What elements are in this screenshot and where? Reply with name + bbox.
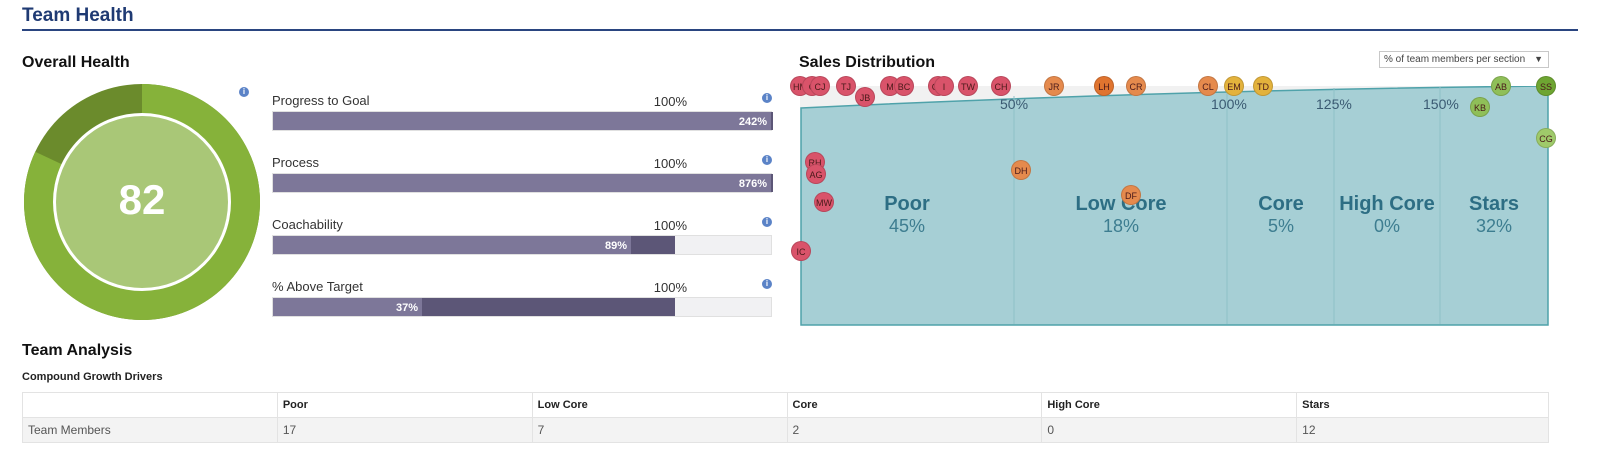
team-analysis-subtitle: Compound Growth Drivers — [22, 371, 163, 383]
team-member-avatar[interactable]: CJ — [810, 76, 830, 96]
team-member-avatar[interactable]: DH — [1011, 160, 1031, 180]
table-cell: 0 — [1041, 417, 1298, 443]
team-member-avatar[interactable]: KB — [1470, 97, 1490, 117]
axis-tick-label: 125% — [1316, 96, 1352, 112]
metric-info-icon[interactable]: i — [762, 155, 772, 165]
section-name: High Core — [1339, 193, 1435, 215]
team-member-avatar[interactable]: MW — [814, 192, 834, 212]
section-percent: 45% — [888, 216, 926, 236]
team-member-avatar[interactable]: LH — [1094, 76, 1114, 96]
table-header-cell: Stars — [1296, 392, 1549, 418]
team-member-avatar[interactable]: CH — [991, 76, 1011, 96]
metric-info-icon[interactable]: i — [762, 93, 772, 103]
axis-tick-label: 100% — [1211, 96, 1247, 112]
team-member-avatar[interactable]: BC — [894, 76, 914, 96]
metric-bar-value: 89% — [604, 240, 627, 252]
metric-label: Progress to Goal — [272, 93, 370, 108]
metric-bar-value: 876% — [738, 178, 767, 190]
table-header-cell: Poor — [276, 392, 533, 418]
chevron-down-icon: ▼ — [1534, 54, 1543, 64]
team-member-avatar[interactable]: CL — [1198, 76, 1218, 96]
metric-bar-value: 37% — [395, 302, 418, 314]
metric-bar: 242% — [272, 111, 773, 131]
axis-tick-label: 50% — [1000, 96, 1029, 112]
table-cell: 2 — [786, 417, 1043, 443]
team-member-avatar[interactable]: IC — [791, 241, 811, 261]
team-member-avatar[interactable]: I — [934, 76, 954, 96]
table-cell: 12 — [1296, 417, 1549, 443]
section-name: Stars — [1468, 193, 1520, 215]
team-member-avatar[interactable]: JR — [1044, 76, 1064, 96]
metric-bar-fill — [273, 298, 422, 316]
section-percent: 0% — [1373, 216, 1400, 236]
team-analysis-title: Team Analysis — [22, 342, 133, 359]
metric-target: 100% — [653, 280, 687, 295]
metric-bar: 89% — [272, 235, 772, 255]
table-header-cell: Core — [786, 392, 1043, 418]
distribution-mode-value: % of team members per section — [1384, 54, 1526, 65]
team-member-avatar[interactable]: AB — [1491, 76, 1511, 96]
sales-distribution-title: Sales Distribution — [799, 54, 936, 71]
title-divider — [22, 29, 1578, 31]
metric-info-icon[interactable]: i — [762, 217, 772, 227]
table-row-label: Team Members — [22, 417, 278, 443]
metric-target: 100% — [653, 218, 687, 233]
team-member-avatar[interactable]: TD — [1253, 76, 1273, 96]
distribution-mode-select[interactable]: % of team members per section ▼ — [1379, 51, 1549, 68]
team-member-avatar[interactable]: CG — [1536, 128, 1556, 148]
metric-label: % Above Target — [272, 279, 363, 294]
metric-label: Process — [272, 155, 319, 170]
section-percent: 32% — [1475, 216, 1513, 236]
metric-bar: 37% — [272, 297, 772, 317]
metric-bar: 876% — [272, 173, 773, 193]
team-member-avatar[interactable]: EM — [1224, 76, 1244, 96]
metric-bar-value: 242% — [738, 116, 767, 128]
section-percent: 5% — [1267, 216, 1294, 236]
team-member-avatar[interactable]: SS — [1536, 76, 1556, 96]
section-name: Core — [1258, 193, 1304, 215]
table-cell: 7 — [531, 417, 788, 443]
metric-target: 100% — [653, 156, 687, 171]
metric-bar-fill — [273, 112, 771, 130]
section-name: Poor — [884, 193, 930, 215]
table-row: Team Members 17 7 2 0 12 — [22, 417, 1549, 443]
overall-health-title: Overall Health — [22, 54, 130, 71]
page-title: Team Health — [22, 5, 134, 26]
team-analysis-table: Poor Low Core Core High Core Stars Team Membe… — [22, 392, 1549, 443]
team-member-avatar[interactable]: AG — [806, 164, 826, 184]
axis-tick-label: 150% — [1423, 96, 1459, 112]
table-header-cell: Low Core — [531, 392, 788, 418]
metric-target: 100% — [653, 94, 687, 109]
overall-health-info-icon[interactable]: i — [239, 87, 249, 97]
metric-bar-fill — [273, 236, 631, 254]
table-cell: 17 — [276, 417, 533, 443]
team-member-avatar[interactable]: CR — [1126, 76, 1146, 96]
table-header-cell — [22, 392, 278, 418]
overall-health-score: 82 — [118, 176, 166, 223]
team-member-avatar[interactable]: TW — [958, 76, 978, 96]
team-member-avatar[interactable]: TJ — [836, 76, 856, 96]
metric-label: Coachability — [272, 217, 343, 232]
gauge-inner-disc — [56, 116, 228, 288]
team-member-avatar[interactable]: DF — [1121, 185, 1141, 205]
overall-health-gauge — [24, 84, 261, 320]
section-percent: 18% — [1102, 216, 1140, 236]
section-name: Low Core — [1075, 193, 1167, 215]
table-header-cell: High Core — [1041, 392, 1298, 418]
table-header-row: Poor Low Core Core High Core Stars — [22, 392, 1549, 418]
metric-bar-fill — [273, 174, 771, 192]
team-member-avatar[interactable]: JB — [855, 87, 875, 107]
metric-info-icon[interactable]: i — [762, 279, 772, 289]
